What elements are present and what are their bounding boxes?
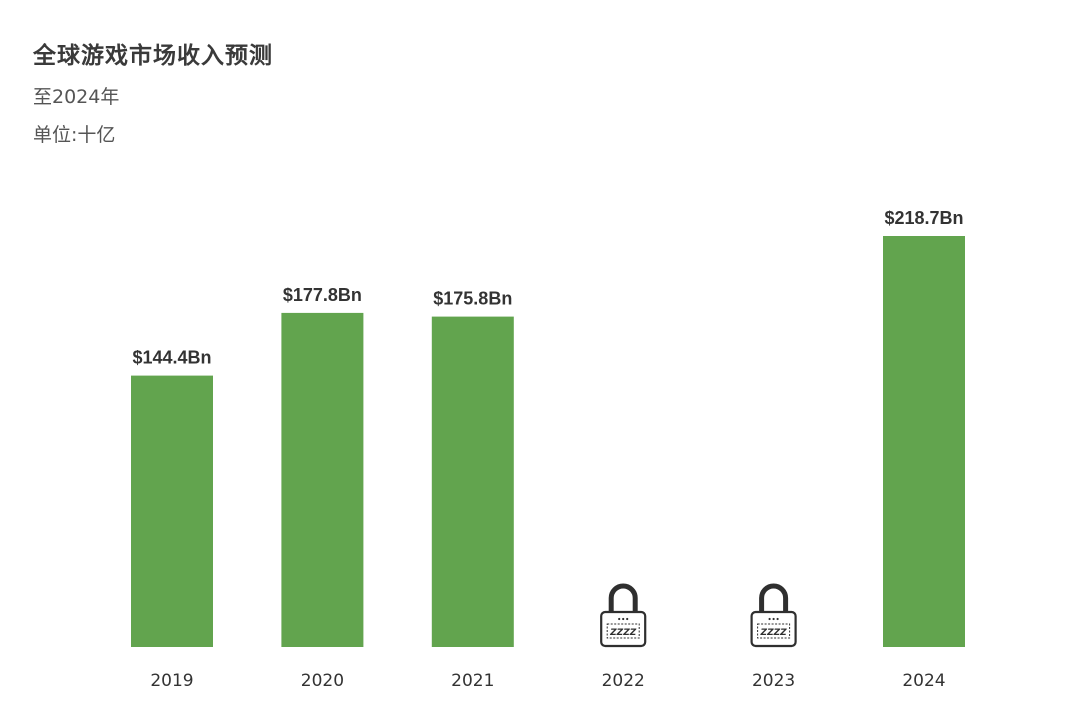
category-label-2020: 2020	[301, 671, 344, 691]
category-label-2021: 2021	[451, 671, 494, 691]
chart-unit-label: 单位:十亿	[33, 124, 116, 146]
lock-dot	[622, 617, 625, 621]
category-labels-group: 2019 2020 2021 2022 2023 2024	[150, 671, 945, 691]
bar-2020	[281, 312, 364, 647]
lock-icon-2022: ZZZZ	[600, 583, 647, 648]
lock-strip	[606, 623, 640, 639]
lock-icon-2023: ZZZZ	[750, 583, 797, 648]
chart-subtitle: 至2024年	[33, 86, 120, 108]
value-label-2024: $218.7Bn	[884, 208, 963, 228]
category-label-2019: 2019	[150, 671, 193, 691]
lock-shackle	[608, 583, 638, 614]
lock-dot	[772, 617, 775, 621]
bar-2024	[883, 236, 965, 647]
lock-dot	[626, 617, 629, 621]
lock-shackle	[759, 583, 789, 614]
value-label-2020: $177.8Bn	[283, 285, 362, 305]
lock-text: ZZZZ	[760, 628, 788, 638]
chart-title: 全球游戏市场收入预测	[33, 43, 273, 69]
lock-dot	[776, 617, 779, 621]
value-labels-group: $144.4Bn $177.8Bn $175.8Bn $218.7Bn	[132, 208, 963, 368]
category-label-2023: 2023	[752, 671, 795, 691]
category-label-2022: 2022	[602, 671, 645, 691]
category-label-2024: 2024	[902, 671, 945, 691]
value-label-2021: $175.8Bn	[433, 289, 512, 309]
value-label-2019: $144.4Bn	[132, 348, 211, 368]
lock-dot	[618, 617, 621, 621]
bars-group	[131, 236, 965, 647]
lock-text: ZZZZ	[609, 628, 637, 638]
bar-2019	[131, 375, 213, 647]
bar-2021	[431, 316, 514, 647]
lock-dot	[768, 617, 771, 621]
chart-header: 全球游戏市场收入预测 至2024年 单位:十亿	[33, 40, 273, 148]
lock-strip	[757, 623, 791, 639]
lock-icons-group: ZZZZ ZZZZ	[600, 583, 797, 648]
